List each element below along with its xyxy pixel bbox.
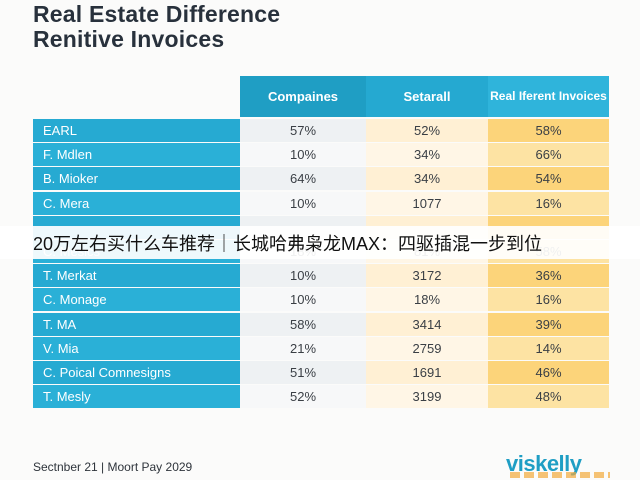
table-cell: 34% [366,167,488,191]
table-row: F. Mdlen 10% 34% 66% [33,143,609,167]
title-line-2: Renitive Invoices [33,26,225,52]
table-row: EARL 57% 52% 58% [33,119,609,143]
row-label-cell: F. Mdlen [33,143,240,167]
table-cell: 54% [488,167,609,191]
table-cell: 3199 [366,385,488,409]
table-cell: 16% [488,191,609,215]
table-row: C. Mera 10% 1077 16% [33,191,609,216]
title-line-1: Real Estate Difference [33,1,281,27]
table-row: T. Mesly 52% 3199 48% [33,385,609,409]
chart-title: Real Estate Difference Renitive Invoices [33,2,280,52]
row-label-cell: V. Mia [33,336,240,360]
table-header: Compaines Setarall Real Iferent Invoices [33,76,609,117]
table-cell: 10% [240,288,366,312]
header-cell-setarall: Setarall [366,76,488,117]
table-cell: 58% [240,312,366,336]
table-cell: 57% [240,119,366,142]
table-cell: 52% [366,119,488,142]
table-cell: 51% [240,360,366,384]
row-label-cell: T. Merkat [33,264,240,288]
table-cell: 10% [240,264,366,288]
table-cell: 1691 [366,360,488,384]
table-row: C. Poical Comnesigns 51% 1691 46% [33,360,609,385]
table-cell: 10% [240,191,366,215]
table-cell: 2759 [366,336,488,360]
table-body: EARL 57% 52% 58% F. Mdlen 10% 34% 66% B. Mioker 6… [33,119,609,409]
table-cell: 39% [488,312,609,336]
brand-underline [510,472,610,478]
table-cell: 3414 [366,312,488,336]
table-row: T. Merkat 10% 3172 36% [33,264,609,288]
table-cell: 16% [488,288,609,312]
table-cell: 14% [488,336,609,360]
row-label-cell: C. Monage [33,288,240,312]
table-cell: 34% [366,143,488,167]
row-label-cell: C. Mera [33,191,240,215]
table-cell: 66% [488,143,609,167]
footer-date: Sectnber 21 | Moort Pay 2029 [33,460,193,474]
table-cell: 58% [488,119,609,142]
table-cell: 52% [240,385,366,409]
row-label-cell: C. Poical Comnesigns [33,360,240,384]
table-row: B. Mioker 64% 34% 54% [33,167,609,191]
header-blank-cell [33,76,240,117]
table-cell: 1077 [366,191,488,215]
row-label-cell: T. MA [33,312,240,336]
header-cell-companies: Compaines [240,76,366,117]
table-cell: 64% [240,167,366,191]
overlay-banner: 20万左右买什么车推荐｜长城哈弗枭龙MAX：四驱插混一步到位 [0,226,640,259]
row-label-cell: B. Mioker [33,167,240,191]
table-row: V. Mia 21% 2759 14% [33,336,609,361]
table-row: C. Monage 10% 18% 16% [33,288,609,312]
table-row: T. MA 58% 3414 39% [33,312,609,337]
table-cell: 36% [488,264,609,288]
row-label-cell: T. Mesly [33,385,240,409]
data-table: Compaines Setarall Real Iferent Invoices… [33,76,609,409]
table-cell: 3172 [366,264,488,288]
table-cell: 18% [366,288,488,312]
table-cell: 46% [488,360,609,384]
table-cell: 10% [240,143,366,167]
table-cell: 48% [488,385,609,409]
header-cell-invoices: Real Iferent Invoices [488,76,609,117]
brand-logo: viskelly [506,451,582,476]
table-cell: 21% [240,336,366,360]
row-label-cell: EARL [33,119,240,142]
